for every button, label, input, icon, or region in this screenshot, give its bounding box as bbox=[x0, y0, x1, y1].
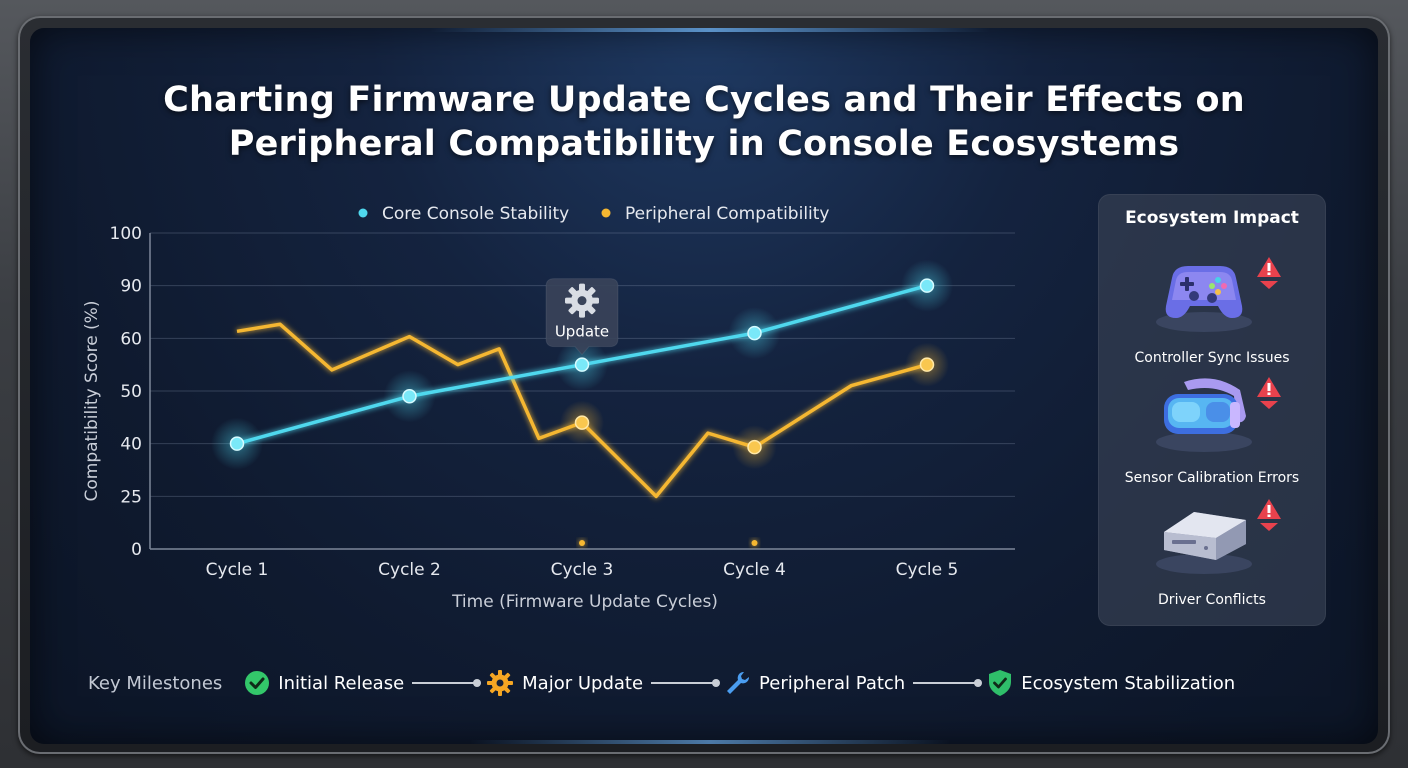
milestone-initial-release: Initial Release bbox=[244, 670, 404, 696]
milestones-title: Key Milestones bbox=[88, 672, 223, 694]
ecosystem-impact-title: Ecosystem Impact bbox=[1125, 208, 1299, 228]
ecosystem-impact-panel: Ecosystem Impact Controll bbox=[1098, 194, 1326, 626]
gear-tooth bbox=[591, 297, 599, 304]
core-point bbox=[919, 278, 935, 293]
gear-tooth bbox=[579, 309, 585, 318]
axes: 0 25 40 50 60 90 100 Cycle 1 Cycle 2 Cycle 3 Cycle… bbox=[82, 224, 958, 612]
gear-hole bbox=[577, 296, 587, 306]
peripheral-point bbox=[747, 439, 762, 455]
milestone-label: Peripheral Patch bbox=[759, 672, 906, 694]
x-tick-label: Cycle 5 bbox=[896, 560, 959, 580]
check-circle-icon bbox=[245, 671, 270, 695]
legend: Core Console Stability Peripheral Compati… bbox=[350, 204, 830, 224]
x-axis-label: Time (Firmware Update Cycles) bbox=[451, 592, 718, 612]
legend-swatch-dot bbox=[601, 208, 611, 218]
x-tick-label: Cycle 1 bbox=[206, 560, 269, 580]
y-tick-label: 100 bbox=[110, 224, 142, 244]
gear-icon bbox=[487, 670, 514, 696]
y-tick-label: 50 bbox=[120, 382, 142, 402]
milestone-major-update: Major Update bbox=[486, 669, 643, 697]
milestone-label: Major Update bbox=[522, 672, 644, 694]
milestone-label: Ecosystem Stabilization bbox=[1021, 672, 1236, 694]
milestone-ecosystem-stabilization: Ecosystem Stabilization bbox=[987, 669, 1235, 697]
milestone-peripheral-patch: Peripheral Patch bbox=[725, 670, 905, 696]
line-chart: 0 25 40 50 60 90 100 Cycle 1 Cycle 2 Cycle 3 Cycle… bbox=[82, 204, 1015, 612]
milestone-connector bbox=[651, 679, 721, 687]
impact-driver-conflicts: Driver Conflicts bbox=[1098, 498, 1326, 608]
core-point bbox=[747, 325, 762, 341]
wrench-icon bbox=[727, 671, 750, 694]
milestone-label: Initial Release bbox=[278, 672, 405, 694]
impact-label: Sensor Calibration Errors bbox=[1124, 470, 1300, 486]
gamepad-icon bbox=[1156, 266, 1252, 332]
legend-swatch-dot bbox=[358, 208, 368, 218]
warning-icon bbox=[1257, 499, 1281, 531]
milestone-connector bbox=[412, 679, 482, 687]
shield-check-icon bbox=[989, 670, 1012, 696]
milestone-connector bbox=[913, 679, 983, 687]
y-tick-label: 0 bbox=[131, 540, 142, 560]
gear-tooth bbox=[565, 297, 573, 304]
x-tick-label: Cycle 4 bbox=[723, 560, 786, 580]
y-tick-label: 60 bbox=[120, 329, 142, 349]
y-tick-label: 90 bbox=[120, 277, 142, 297]
vr-headset-icon bbox=[1156, 378, 1252, 452]
y-tick-label: 25 bbox=[120, 487, 142, 507]
series bbox=[211, 259, 953, 546]
x-tick-label: Cycle 2 bbox=[378, 560, 441, 580]
core-point bbox=[574, 357, 590, 372]
update-annotation: Update bbox=[545, 278, 619, 356]
gear-tooth bbox=[579, 283, 585, 292]
key-milestones: Key Milestones Initial Release bbox=[88, 668, 1328, 698]
chart-title-line-2: Peripheral Compatibility in Console Ecos… bbox=[228, 124, 1180, 164]
core-point bbox=[402, 389, 417, 404]
legend-label: Peripheral Compatibility bbox=[625, 204, 830, 224]
impact-sensor-calibration: Sensor Calibration Errors bbox=[1098, 376, 1326, 486]
warning-icon bbox=[1257, 257, 1281, 289]
core-point bbox=[229, 436, 245, 451]
x-tick-label: Cycle 3 bbox=[551, 560, 614, 580]
chart-title-line-1: Charting Firmware Update Cycles and Thei… bbox=[163, 80, 1245, 120]
y-axis-label: Compatibility Score (%) bbox=[82, 301, 102, 502]
peripheral-point bbox=[919, 357, 935, 372]
annotation-label: Update bbox=[555, 323, 609, 341]
legend-label: Core Console Stability bbox=[382, 204, 569, 224]
warning-icon bbox=[1257, 377, 1281, 409]
chart-title: Charting Firmware Update Cycles and Thei… bbox=[30, 78, 1378, 166]
impact-label: Driver Conflicts bbox=[1158, 592, 1266, 608]
impact-controller-sync: Controller Sync Issues bbox=[1098, 256, 1326, 366]
peripheral-point bbox=[574, 415, 590, 430]
hard-drive-icon bbox=[1156, 512, 1252, 574]
baseline-dot bbox=[579, 540, 585, 546]
baseline-dot bbox=[751, 540, 758, 546]
gear-icon bbox=[565, 283, 599, 318]
impact-label: Controller Sync Issues bbox=[1134, 350, 1290, 366]
screen: Charting Firmware Update Cycles and Thei… bbox=[30, 28, 1378, 744]
y-tick-label: 40 bbox=[120, 435, 142, 455]
